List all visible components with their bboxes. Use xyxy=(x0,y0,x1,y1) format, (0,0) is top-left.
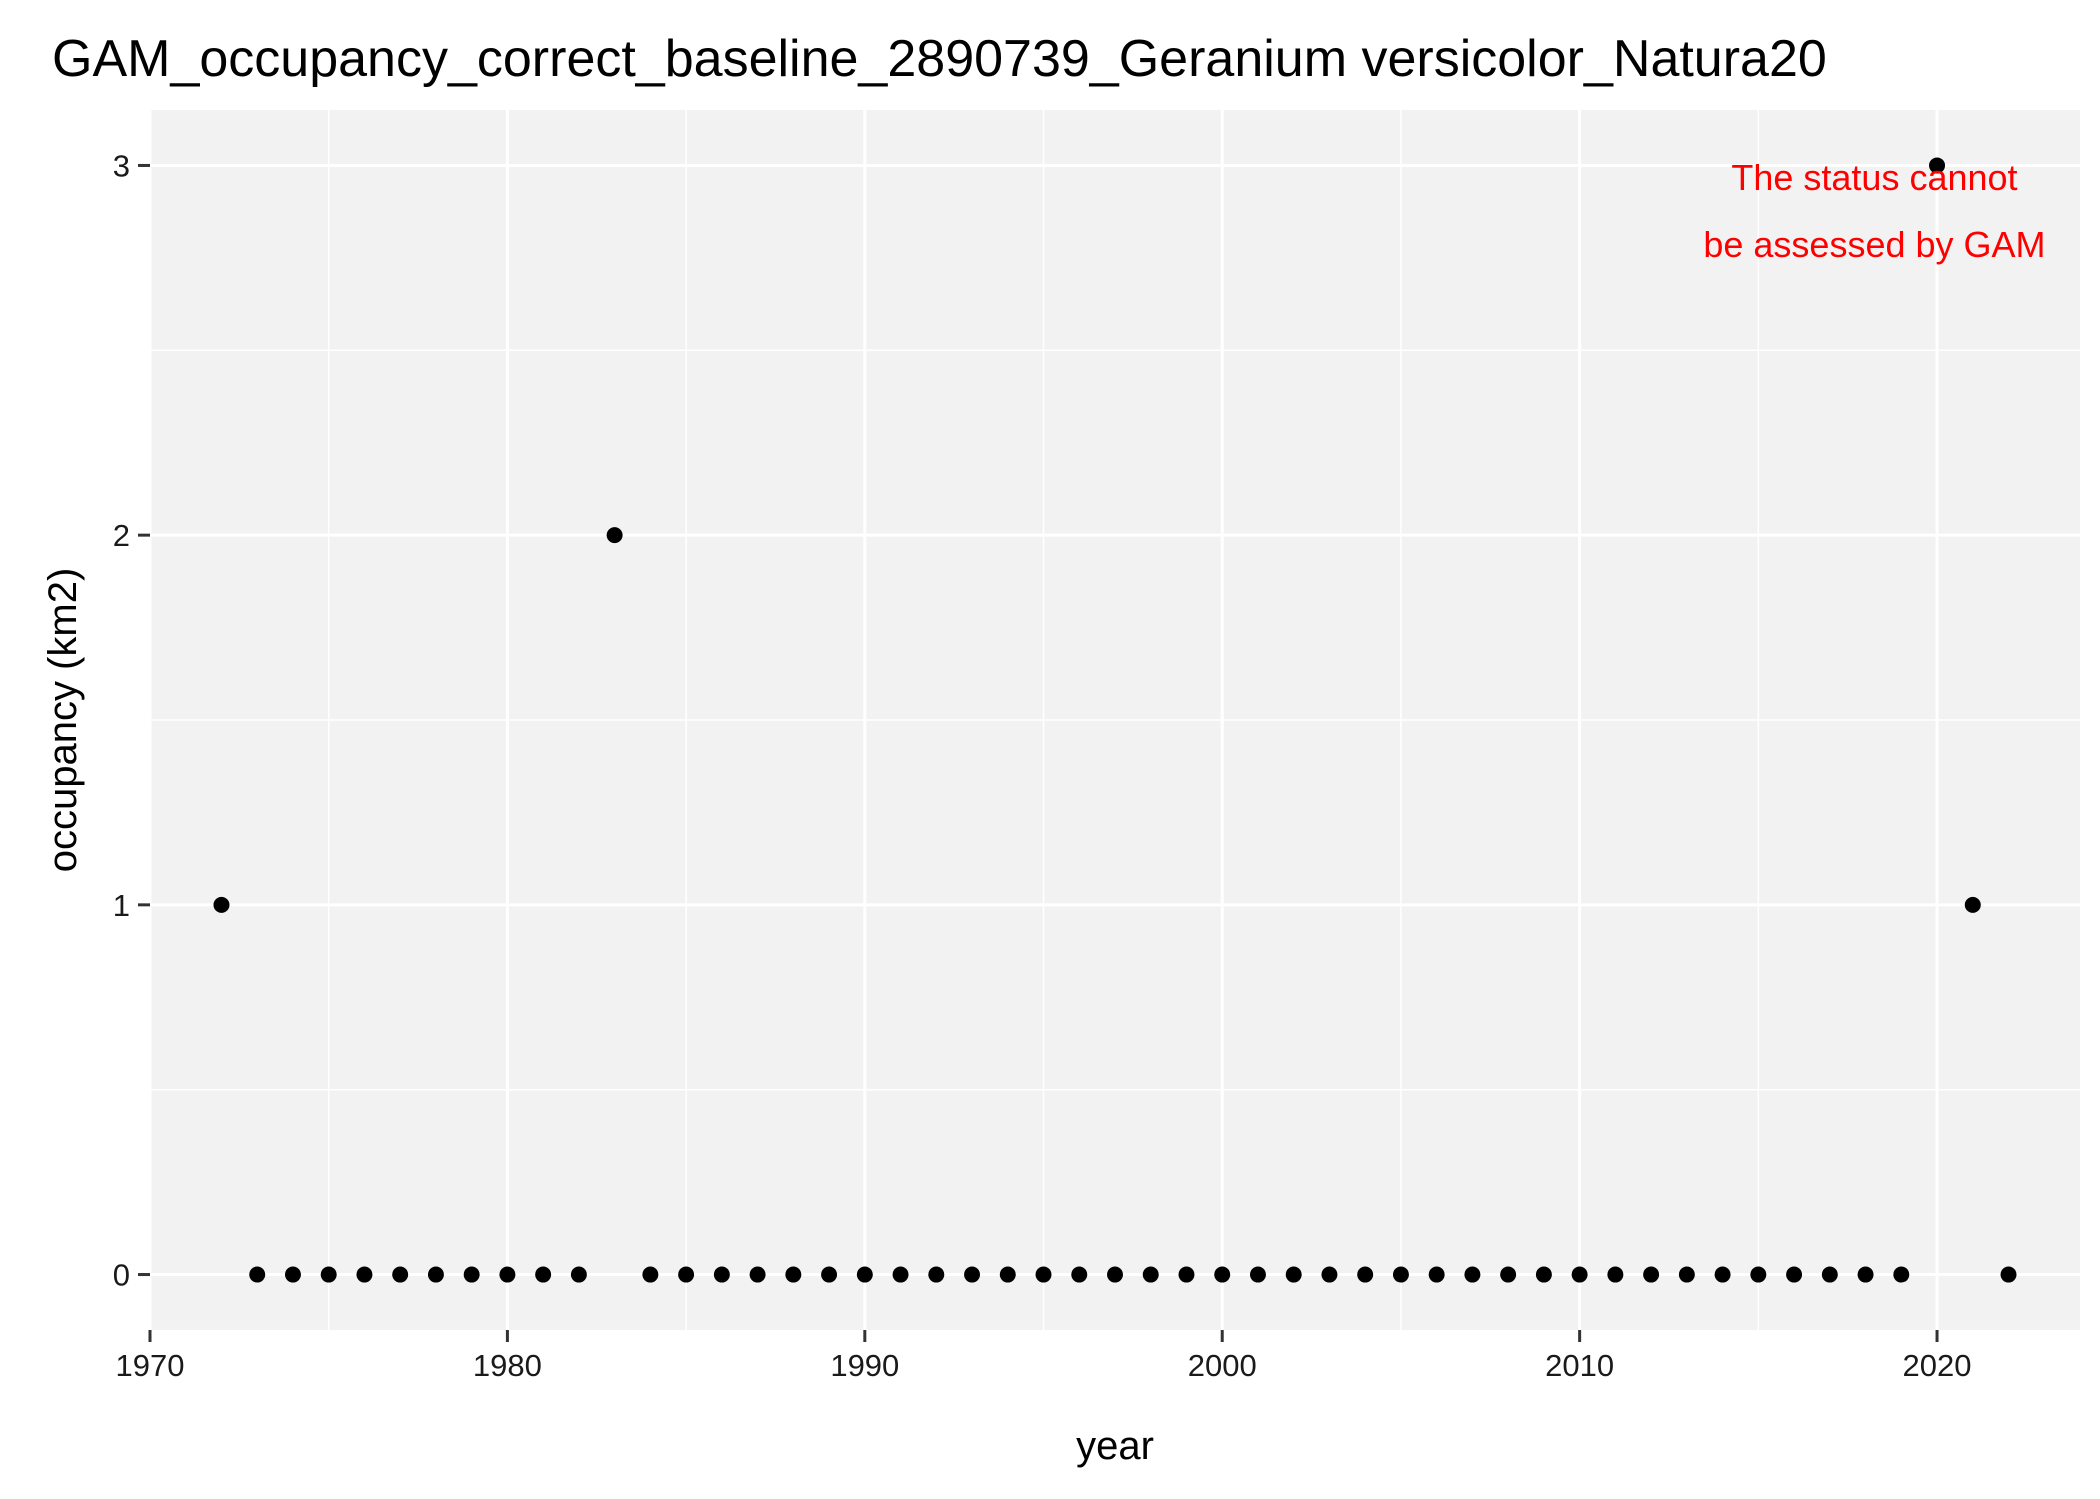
data-point xyxy=(821,1266,838,1283)
data-point xyxy=(463,1266,480,1283)
data-points xyxy=(213,157,2017,1283)
x-tick-label: 1990 xyxy=(830,1348,899,1383)
data-point xyxy=(1750,1266,1767,1283)
y-axis: 0 1 2 3 xyxy=(113,148,150,1293)
data-point xyxy=(392,1266,409,1283)
data-point xyxy=(964,1266,981,1283)
data-point xyxy=(928,1266,945,1283)
data-point xyxy=(1249,1266,1266,1283)
data-point xyxy=(1392,1266,1409,1283)
x-tick-label: 2000 xyxy=(1188,1348,1257,1383)
data-point xyxy=(1643,1266,1660,1283)
data-point xyxy=(749,1266,766,1283)
data-point xyxy=(713,1266,730,1283)
data-point xyxy=(427,1266,444,1283)
data-point xyxy=(999,1266,1016,1283)
data-point xyxy=(606,527,623,544)
y-tick-label: 0 xyxy=(113,1258,130,1293)
data-point xyxy=(1035,1266,1052,1283)
y-tick-label: 1 xyxy=(113,888,130,923)
y-tick-label: 2 xyxy=(113,518,130,553)
data-point xyxy=(1571,1266,1588,1283)
data-point xyxy=(642,1266,659,1283)
data-point xyxy=(2000,1266,2017,1283)
data-point xyxy=(1107,1266,1123,1283)
x-axis: 1970 1980 1990 2000 2010 2020 xyxy=(116,1330,1972,1383)
data-point xyxy=(1214,1266,1231,1283)
y-axis-title: occupancy (km2) xyxy=(41,568,85,873)
data-point xyxy=(1857,1266,1874,1283)
x-axis-title: year xyxy=(1076,1424,1154,1468)
data-point xyxy=(1178,1266,1195,1283)
data-point xyxy=(1500,1266,1517,1283)
data-point xyxy=(499,1266,516,1283)
x-tick-label: 2020 xyxy=(1903,1348,1972,1383)
x-tick-label: 1980 xyxy=(473,1348,542,1383)
status-annotation-line-2: be assessed by GAM xyxy=(1703,224,2045,265)
y-tick-label: 3 xyxy=(113,148,130,183)
data-point xyxy=(1357,1266,1374,1283)
x-tick-label: 1970 xyxy=(116,1348,185,1383)
data-point xyxy=(1285,1266,1302,1283)
data-point xyxy=(1071,1266,1088,1283)
data-point xyxy=(1678,1266,1695,1283)
data-point xyxy=(678,1266,695,1283)
x-tick-label: 2010 xyxy=(1545,1348,1614,1383)
data-point xyxy=(1321,1266,1338,1283)
data-point xyxy=(1142,1266,1159,1283)
data-point xyxy=(1428,1266,1445,1283)
data-point xyxy=(856,1266,873,1283)
data-point xyxy=(1893,1266,1910,1283)
data-point xyxy=(213,896,230,913)
data-point xyxy=(1929,157,1946,174)
data-point xyxy=(1714,1266,1731,1283)
chart-title: GAM_occupancy_correct_baseline_2890739_G… xyxy=(52,30,1827,88)
data-point xyxy=(1464,1266,1481,1283)
data-point xyxy=(1821,1266,1838,1283)
data-point xyxy=(1964,896,1981,913)
data-point xyxy=(570,1266,587,1283)
minor-gridlines xyxy=(150,110,2080,1330)
data-point xyxy=(1786,1266,1803,1283)
data-point xyxy=(1535,1266,1552,1283)
data-point xyxy=(892,1266,909,1283)
data-point xyxy=(356,1266,373,1283)
data-point xyxy=(284,1266,301,1283)
data-point xyxy=(249,1266,266,1283)
data-point xyxy=(785,1266,802,1283)
data-point xyxy=(1607,1266,1624,1283)
data-point xyxy=(320,1266,337,1283)
data-point xyxy=(535,1266,552,1283)
status-annotation-line-1: The status cannot xyxy=(1731,157,2017,198)
